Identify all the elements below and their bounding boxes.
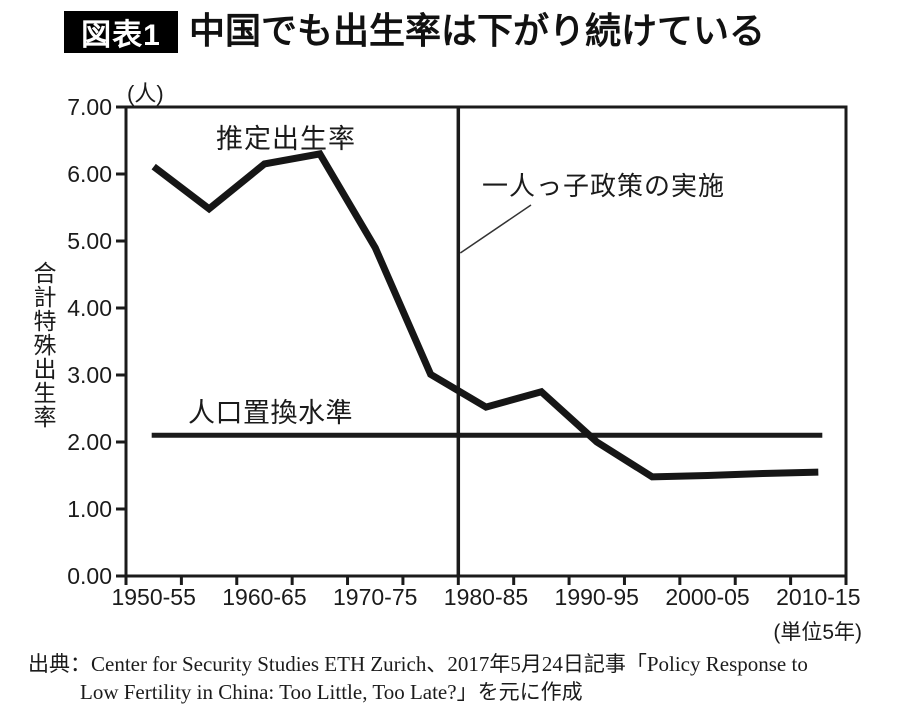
figure-title: 中国でも出生率は下がり続けている [189,10,766,51]
x-tick-label: 1970-75 [333,584,418,610]
y-axis-title: 合計特殊出生率 [30,261,56,429]
y-tick-label: 7.00 [67,94,112,120]
fertility-series-line [151,150,819,481]
y-tick-label: 6.00 [67,161,112,187]
y-tick-label: 1.00 [67,496,112,522]
y-tick-label: 3.00 [67,362,112,388]
x-tick-label: 1950-55 [111,584,196,610]
x-tick-label: 2010-15 [776,584,861,610]
y-tick-label: 5.00 [67,228,112,254]
figure-number-badge: 図表1 [64,11,178,53]
replacement-level-label: 人口置換水準 [188,398,353,428]
source-note: 出典：Center for Security Studies ETH Zuric… [28,650,878,706]
source-line-1: 出典：Center for Security Studies ETH Zuric… [28,652,808,676]
x-tick-label: 1990-95 [554,584,639,610]
series-label: 推定出生率 [216,124,356,154]
plot-frame [124,105,848,578]
source-line-2: Low Fertility in China: Too Little, Too … [80,680,583,704]
x-tick-label: 2000-05 [665,584,750,610]
y-tick-label: 0.00 [67,563,112,589]
x-tick-label: 1960-65 [222,584,307,610]
x-axis-unit-label: (単位5年) [773,621,862,644]
y-tick-label: 2.00 [67,429,112,455]
x-tick-label: 1980-85 [443,584,529,610]
policy-label-leader-line [459,204,532,254]
y-axis-unit-label: (人) [127,81,164,106]
one-child-policy-label: 一人っ子政策の実施 [482,171,726,201]
y-tick-label: 4.00 [67,295,112,321]
